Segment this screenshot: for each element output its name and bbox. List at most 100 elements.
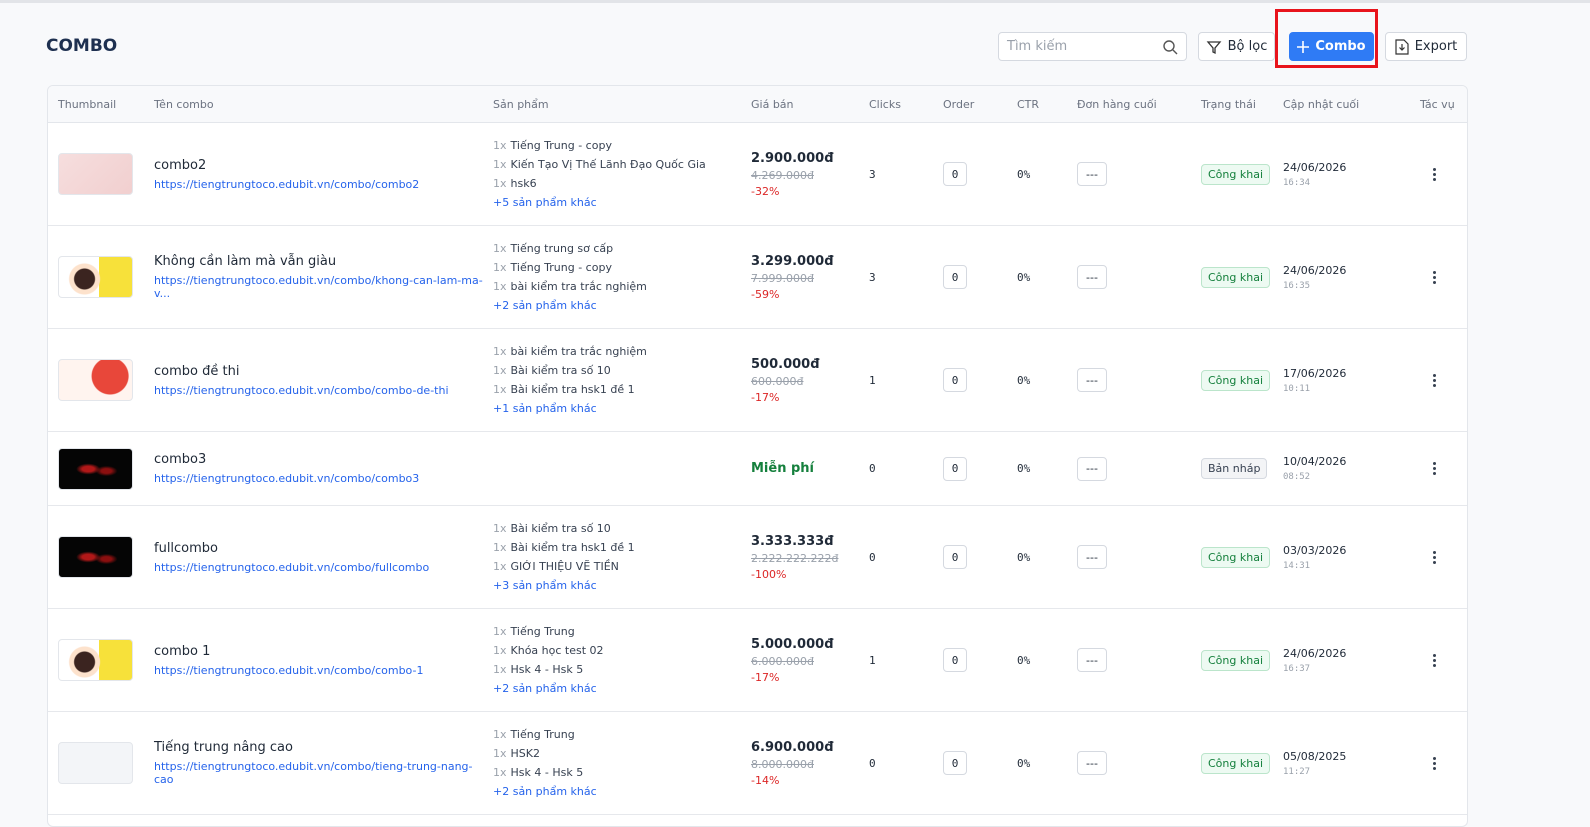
table-row: combo2 https://tiengtrungtoco.edubit.vn/c… — [48, 123, 1467, 226]
status-badge: Công khai — [1201, 266, 1270, 288]
filter-button[interactable]: Bộ lọc — [1198, 32, 1275, 61]
more-products[interactable]: +2 sản phẩm khác — [493, 299, 597, 312]
free-price: Miễn phí — [751, 461, 815, 476]
old-price: 6.000.000đ — [751, 654, 814, 668]
ctr-cell: 0% — [1017, 712, 1067, 814]
price: 5.000.000đ — [751, 636, 834, 652]
product-qty: 1x — [493, 541, 507, 554]
thumbnail-cell — [58, 329, 138, 431]
product-line: 1x hsk6 — [493, 174, 743, 193]
status-badge: Công khai — [1201, 752, 1270, 774]
kebab-menu[interactable] — [1426, 550, 1442, 564]
product-qty: 1x — [493, 177, 507, 190]
kebab-menu[interactable] — [1426, 167, 1442, 181]
table-row: Tiếng trung nâng cao https://tiengtrungto… — [48, 712, 1467, 815]
product-line: 1x Bài kiểm tra số 10 — [493, 361, 743, 380]
column-header: Thumbnail — [58, 97, 117, 111]
product-line: 1x Tiếng Trung - copy — [493, 258, 743, 277]
product-qty: 1x — [493, 728, 507, 741]
combo-url[interactable]: https://tiengtrungtoco.edubit.vn/combo/c… — [154, 472, 420, 485]
kebab-menu[interactable] — [1426, 756, 1442, 770]
column-header: Tên combo — [154, 97, 214, 111]
kebab-dot — [1432, 467, 1436, 470]
page-title: COMBO — [46, 36, 118, 56]
updated-time: 16:34 — [1283, 177, 1311, 188]
clicks: 3 — [869, 270, 876, 284]
price-cell: 3.333.333đ 2.222.222.222đ -100% — [751, 506, 861, 608]
kebab-dot — [1432, 172, 1436, 176]
more-products[interactable]: +3 sản phẩm khác — [493, 579, 597, 592]
more-products[interactable]: +2 sản phẩm khác — [493, 682, 597, 695]
product-name: Tiếng Trung - copy — [510, 139, 612, 152]
ctr-cell: 0% — [1017, 329, 1067, 431]
more-products[interactable]: +2 sản phẩm khác — [493, 785, 597, 798]
product-line: 1x Bài kiểm tra hsk1 đề 1 — [493, 380, 743, 399]
product-qty: 1x — [493, 522, 507, 535]
product-name: bài kiểm tra trắc nghiệm — [510, 280, 647, 293]
kebab-menu[interactable] — [1426, 653, 1442, 667]
combo-url[interactable]: https://tiengtrungtoco.edubit.vn/combo/c… — [154, 383, 449, 397]
last-order-cell: --- — [1077, 506, 1187, 608]
thumbnail — [58, 256, 133, 298]
combo-url[interactable]: https://tiengtrungtoco.edubit.vn/combo/t… — [154, 760, 473, 786]
price-cell: 3.299.000đ 7.999.000đ -59% — [751, 226, 861, 328]
add-combo-button[interactable]: Combo — [1289, 32, 1374, 61]
combo-url[interactable]: https://tiengtrungtoco.edubit.vn/combo/f… — [154, 560, 430, 574]
updated-cell: 17/06/2026 10:11 — [1283, 329, 1403, 431]
product-line: 1x Bài kiểm tra số 10 — [493, 519, 743, 538]
product-name: Hsk 4 - Hsk 5 — [510, 766, 584, 779]
products-cell: 1x bài kiểm tra trắc nghiệm 1x Bài kiểm tra… — [493, 329, 743, 431]
last-order: --- — [1077, 751, 1107, 775]
product-qty: 1x — [493, 560, 507, 573]
product-qty: 1x — [493, 364, 507, 377]
ctr: 0% — [1017, 550, 1031, 564]
combo-url[interactable]: https://tiengtrungtoco.edubit.vn/combo/c… — [154, 663, 424, 677]
column-header: Clicks — [869, 97, 901, 111]
export-button[interactable]: Export — [1385, 32, 1467, 61]
product-name: Hsk 4 - Hsk 5 — [510, 663, 584, 676]
kebab-dot — [1432, 472, 1436, 475]
thumbnail — [58, 639, 133, 681]
status-cell: Công khai — [1201, 329, 1281, 431]
old-price: 4.269.000đ — [751, 168, 814, 182]
actions-cell — [1420, 506, 1460, 608]
ctr-cell: 0% — [1017, 123, 1067, 225]
clicks: 3 — [869, 167, 876, 181]
product-name: Tiếng trung sơ cấp — [510, 242, 614, 255]
thumbnail-cell — [58, 506, 138, 608]
more-products[interactable]: +1 sản phẩm khác — [493, 402, 597, 415]
updated-cell: 24/06/2026 16:34 — [1283, 123, 1403, 225]
kebab-dot — [1432, 177, 1436, 181]
product-name: Bài kiểm tra số 10 — [510, 364, 611, 377]
price: 6.900.000đ — [751, 739, 834, 755]
old-price: 2.222.222.222đ — [751, 551, 839, 565]
column-header: CTR — [1017, 97, 1040, 111]
kebab-menu[interactable] — [1426, 373, 1442, 387]
combo-table: Thumbnail Tên combo Sản phẩm Giá bán Clicks O… — [47, 85, 1468, 827]
kebab-menu[interactable] — [1426, 270, 1442, 284]
ctr: 0% — [1017, 653, 1031, 667]
kebab-dot — [1432, 766, 1436, 770]
clicks: 0 — [869, 462, 876, 475]
name-cell: combo2 https://tiengtrungtoco.edubit.vn/c… — [154, 123, 484, 225]
kebab-menu[interactable] — [1426, 462, 1442, 475]
product-qty: 1x — [493, 345, 507, 358]
more-products[interactable]: +5 sản phẩm khác — [493, 196, 597, 209]
search-input[interactable]: Tìm kiếm — [998, 32, 1187, 61]
last-order: --- — [1077, 265, 1107, 289]
product-line: 1x Hsk 4 - Hsk 5 — [493, 660, 743, 679]
ctr: 0% — [1017, 167, 1031, 181]
column-header: Cập nhật cuối — [1283, 97, 1360, 111]
ctr: 0% — [1017, 270, 1031, 284]
combo-url[interactable]: https://tiengtrungtoco.edubit.vn/combo/k… — [154, 274, 483, 300]
product-line: 1x GIỚI THIỆU VẼ TIỀN — [493, 557, 743, 576]
export-icon — [1395, 38, 1409, 55]
order-cell: 0 — [943, 226, 1003, 328]
discount: -32% — [751, 184, 780, 198]
combo-url[interactable]: https://tiengtrungtoco.edubit.vn/combo/c… — [154, 177, 420, 191]
name-cell: combo 1 https://tiengtrungtoco.edubit.vn/… — [154, 609, 484, 711]
kebab-dot — [1432, 555, 1436, 559]
combo-name: combo 1 — [154, 643, 211, 659]
ctr-cell: 0% — [1017, 432, 1067, 505]
